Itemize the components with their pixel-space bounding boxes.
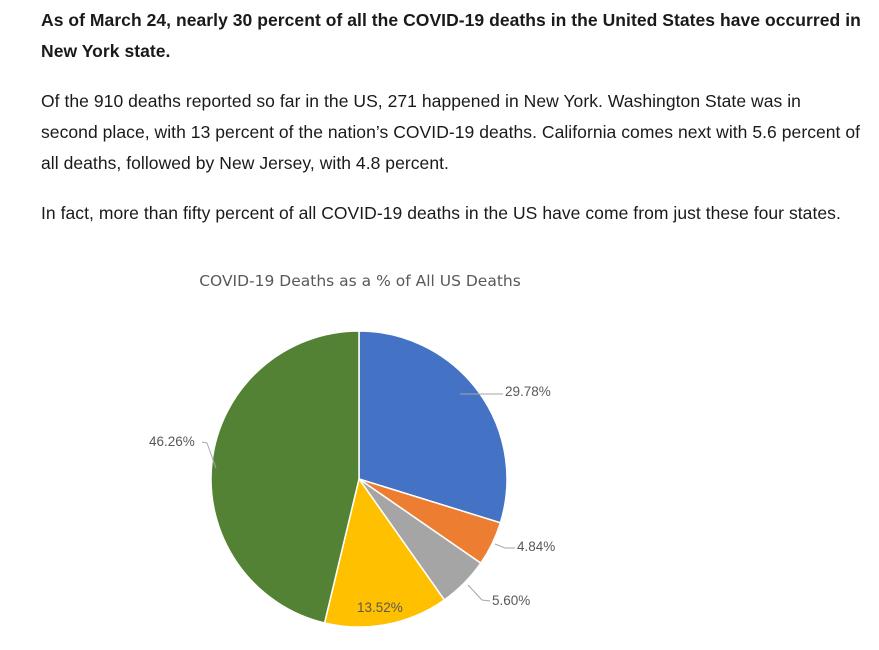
pie-slice (210, 330, 360, 624)
slice-data-label: 46.26% (149, 434, 195, 449)
pie-chart-canvas: 29.78% 4.84% 5.60% 13.52% 46.26% (149, 330, 555, 628)
pie-slice (323, 477, 446, 628)
slice-data-label: 4.84% (517, 539, 555, 554)
slice-data-label: 13.52% (357, 600, 403, 615)
article-paragraph: Of the 910 deaths reported so far in the… (41, 91, 861, 173)
slice-data-label: 5.60% (492, 593, 530, 608)
slice-data-label: 29.78% (505, 384, 551, 399)
article-body: As of March 24, nearly 30 percent of all… (41, 0, 861, 229)
pie-slice (358, 330, 508, 524)
article-paragraph: In fact, more than fifty percent of all … (41, 203, 841, 223)
leader-line (201, 441, 217, 469)
leader-line (494, 543, 515, 549)
chart-title: COVID-19 Deaths as a % of All US Deaths (199, 272, 521, 290)
article-lead: As of March 24, nearly 30 percent of all… (41, 10, 861, 61)
pie-chart: COVID-19 Deaths as a % of All US Deaths … (0, 262, 879, 650)
leader-line (467, 584, 491, 602)
